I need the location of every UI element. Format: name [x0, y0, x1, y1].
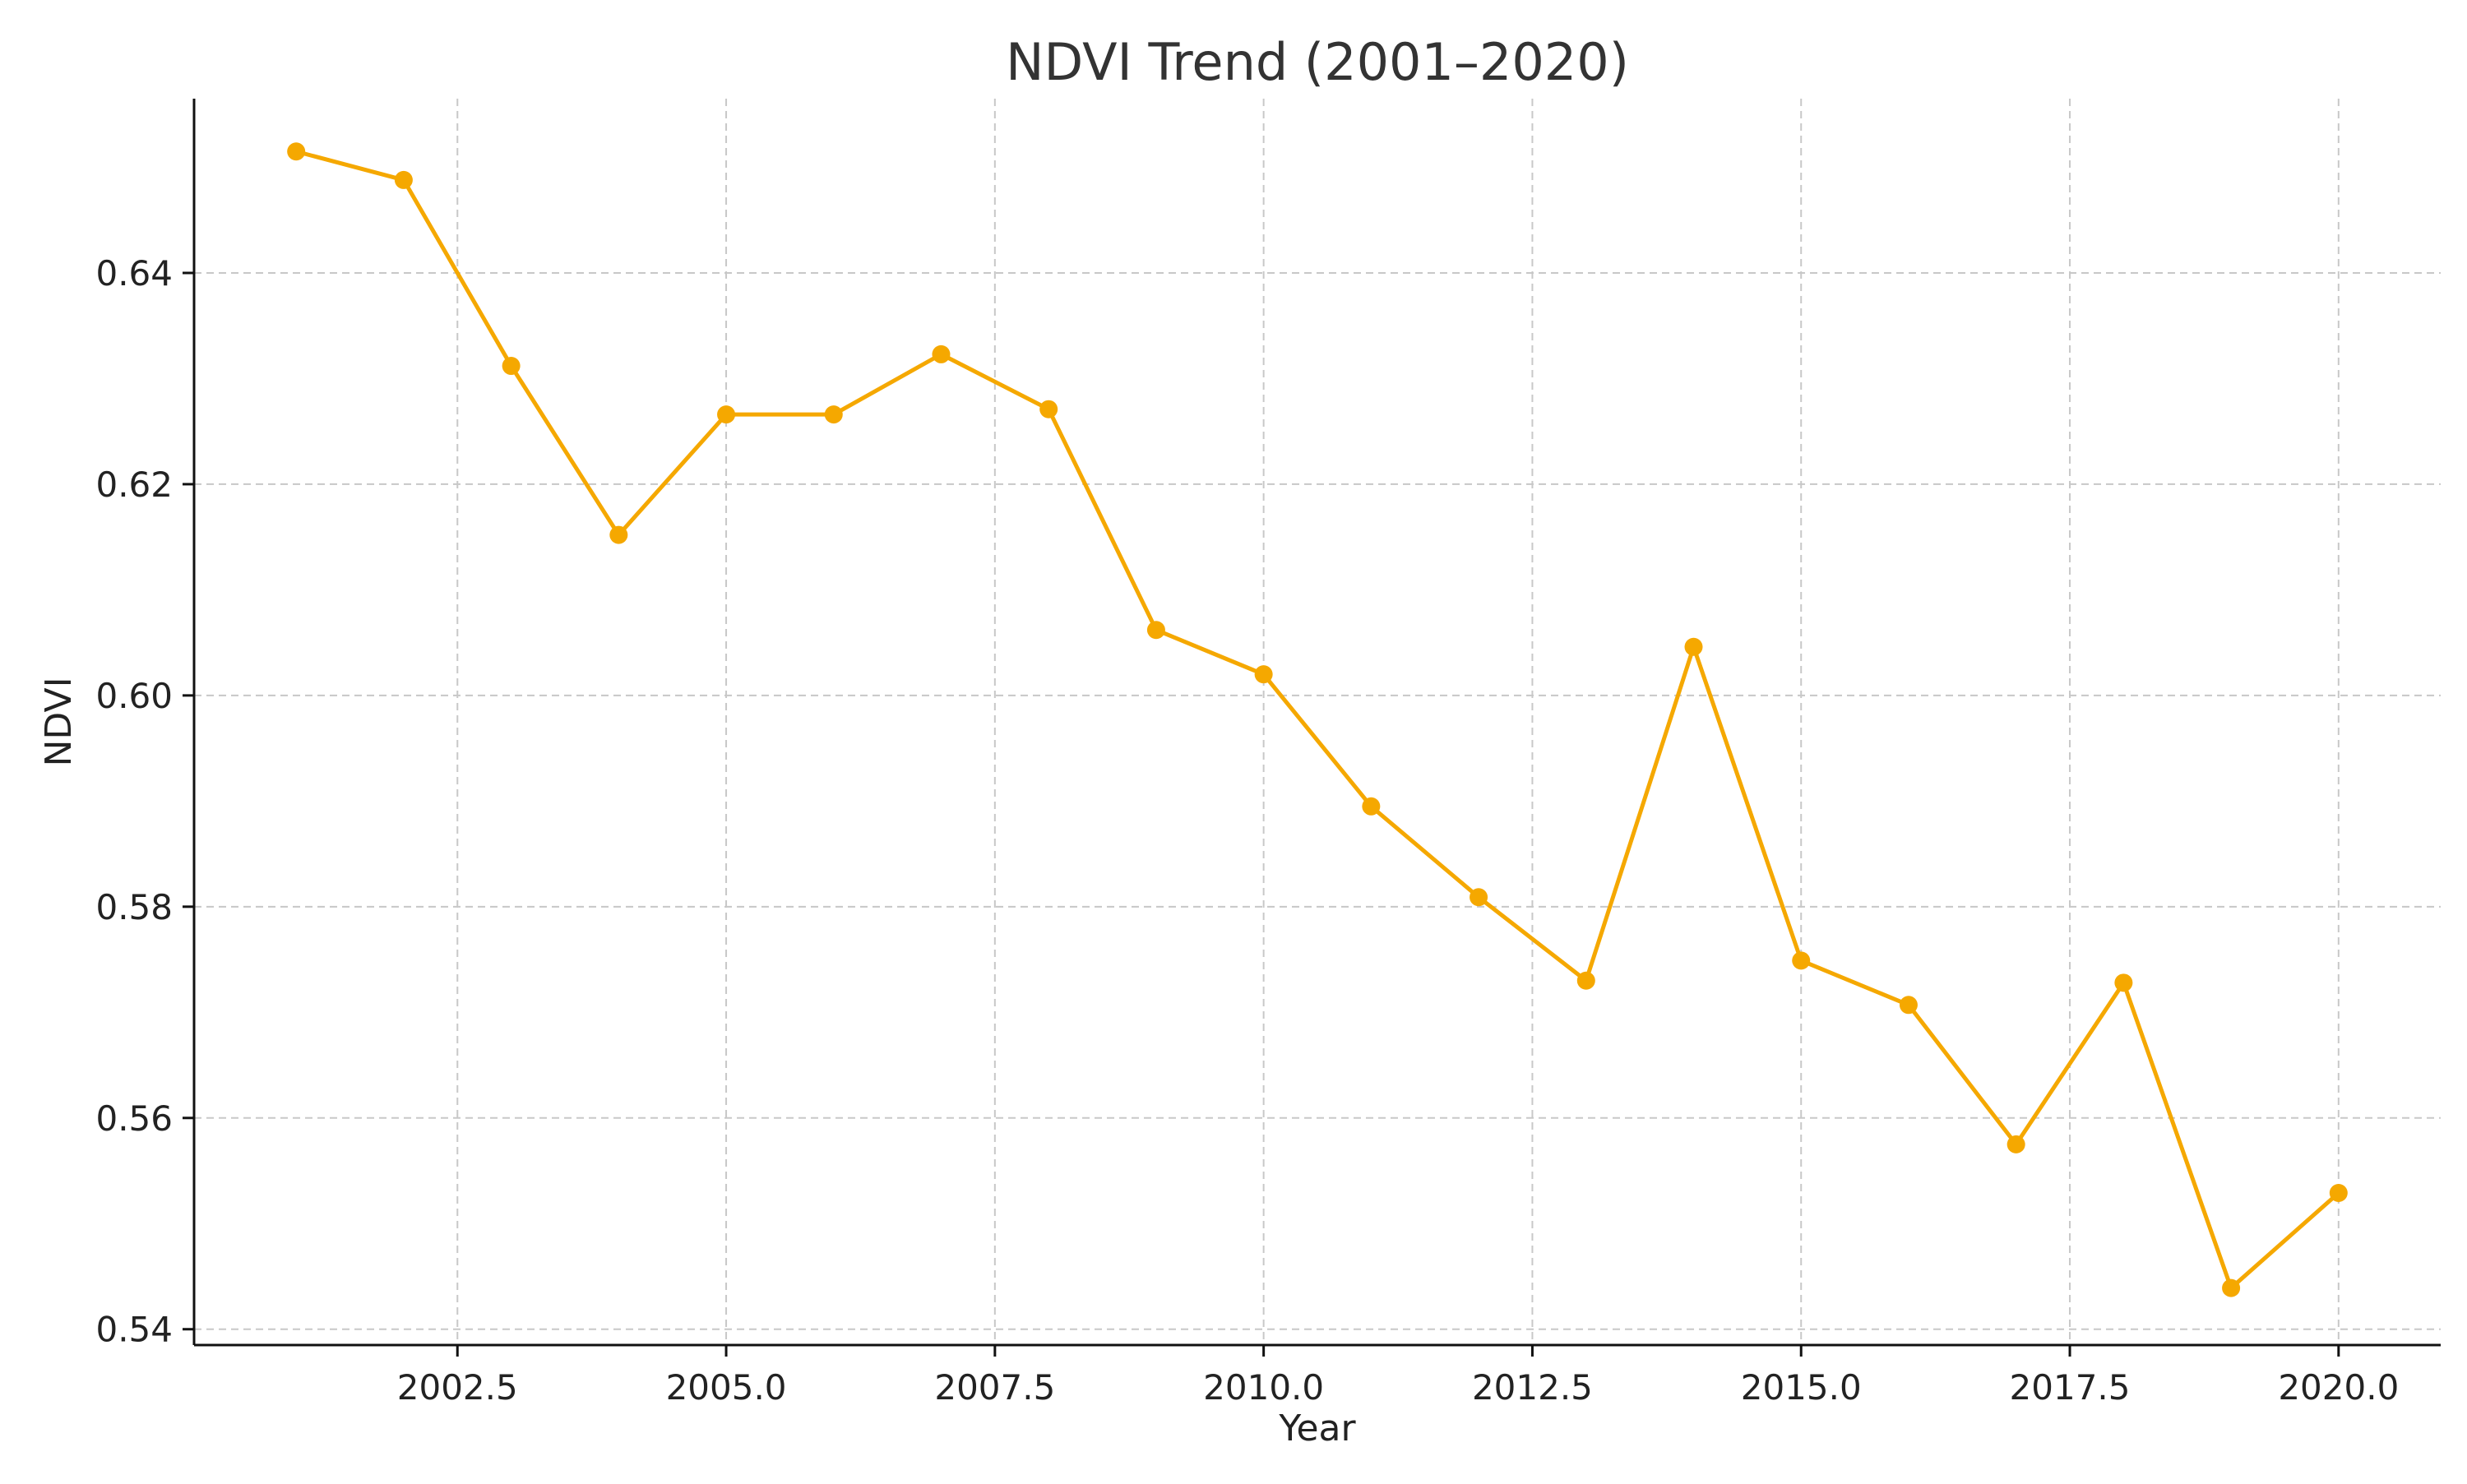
- y-tick-label: 0.60: [95, 676, 173, 716]
- grid-layer: [194, 99, 2441, 1345]
- chart-title: NDVI Trend (2001–2020): [1006, 32, 1629, 92]
- data-point: [287, 142, 306, 161]
- data-point: [717, 405, 736, 424]
- data-point: [1470, 888, 1488, 907]
- y-tick-label: 0.56: [95, 1098, 173, 1139]
- x-tick-label: 2015.0: [1741, 1367, 1862, 1408]
- x-tick-label: 2017.5: [2010, 1367, 2131, 1408]
- data-point: [502, 357, 521, 376]
- data-point: [1039, 400, 1058, 418]
- data-point: [1576, 971, 1595, 990]
- y-tick-label: 0.64: [95, 253, 173, 294]
- data-point: [824, 405, 843, 424]
- y-tick-label: 0.54: [95, 1310, 173, 1350]
- axes-layer: [192, 99, 2441, 1347]
- y-tick-label: 0.62: [95, 465, 173, 505]
- data-point: [1146, 621, 1165, 640]
- data-point: [1899, 996, 1918, 1015]
- data-point: [2114, 973, 2133, 992]
- data-point: [1684, 637, 1703, 656]
- data-point: [2222, 1278, 2241, 1297]
- data-point: [932, 344, 951, 363]
- y-axis-label: NDVI: [38, 677, 80, 766]
- x-tick-label: 2005.0: [666, 1367, 787, 1408]
- ticks-layer: 2002.5 2005.0 2007.5 2010.0 2012.5 2015.0 2017…: [95, 253, 2399, 1408]
- data-point: [1254, 665, 1273, 684]
- x-tick-label: 2010.0: [1203, 1367, 1324, 1408]
- y-tick-label: 0.58: [95, 887, 173, 927]
- x-axis-label: Year: [1278, 1408, 1356, 1449]
- data-point: [609, 525, 628, 544]
- x-tick-label: 2002.5: [397, 1367, 518, 1408]
- x-tick-label: 2012.5: [1472, 1367, 1593, 1408]
- series-line: [294, 149, 2341, 1291]
- x-tick-label: 2020.0: [2278, 1367, 2399, 1408]
- data-point: [2006, 1135, 2025, 1153]
- data-point: [1792, 951, 1811, 970]
- series-layer: [287, 142, 2348, 1297]
- data-point: [394, 170, 413, 189]
- data-point: [2329, 1183, 2348, 1202]
- x-tick-label: 2007.5: [934, 1367, 1055, 1408]
- data-point: [1362, 797, 1381, 816]
